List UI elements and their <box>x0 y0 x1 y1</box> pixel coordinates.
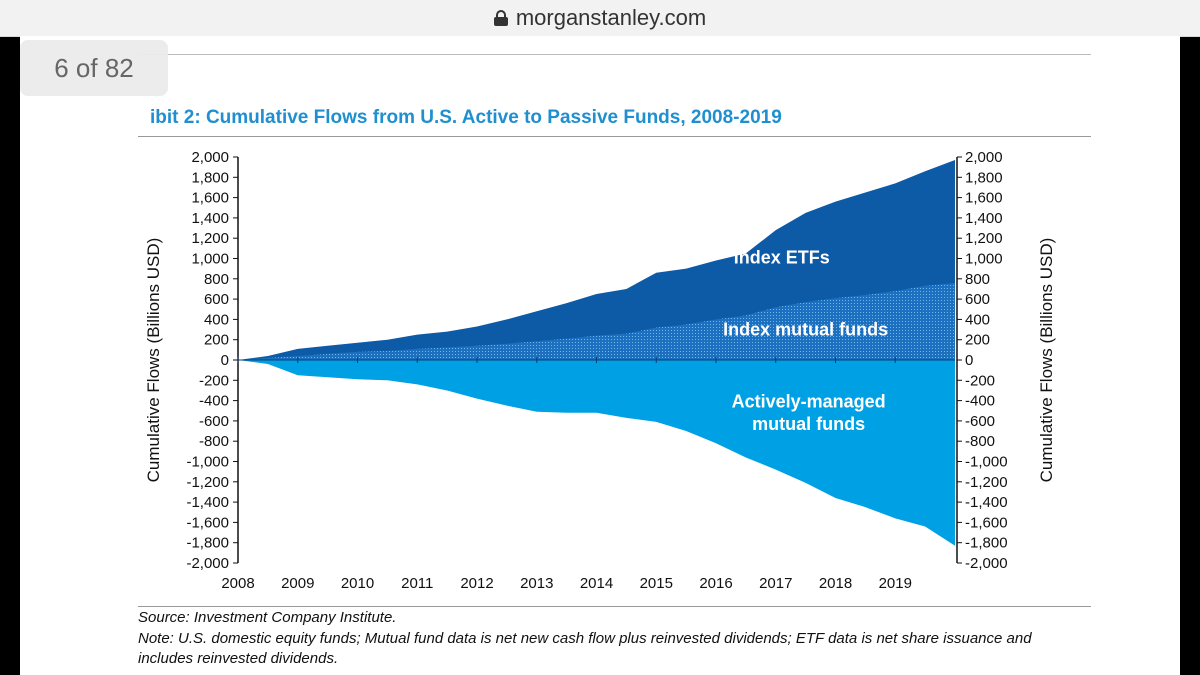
right-y-tick-label: 400 <box>965 311 990 328</box>
x-tick-label: 2015 <box>640 575 673 592</box>
right-y-tick-label: 1,200 <box>965 230 1003 247</box>
x-tick-label: 2019 <box>879 575 912 592</box>
left-y-tick-label: 1,800 <box>191 169 229 186</box>
lock-icon <box>493 10 508 26</box>
x-tick-label: 2010 <box>341 575 374 592</box>
left-y-tick-label: -800 <box>199 433 229 450</box>
left-y-tick-label: -2,000 <box>186 555 229 572</box>
left-y-tick-label: 200 <box>204 332 229 349</box>
document-page: ibit 2: Cumulative Flows from U.S. Activ… <box>20 36 1180 675</box>
source-rule <box>138 606 1091 607</box>
area-chart: 2,000 2,000 1,800 1,800 1,600 1,600 1,400 1,400… <box>144 149 1056 592</box>
left-y-axis-title: Cumulative Flows (Billions USD) <box>144 238 163 483</box>
right-y-tick-label: 200 <box>965 332 990 349</box>
left-y-tick-label: -200 <box>199 372 229 389</box>
x-tick-label: 2018 <box>819 575 852 592</box>
x-tick-label: 2008 <box>221 575 254 592</box>
note-text: Note: U.S. domestic equity funds; Mutual… <box>138 630 1032 667</box>
x-tick-label: 2009 <box>281 575 314 592</box>
left-y-tick-label: 2,000 <box>191 149 229 166</box>
right-y-tick-label: -1,000 <box>965 454 1008 471</box>
right-y-tick-label: -2,000 <box>965 555 1008 572</box>
url-display[interactable]: morganstanley.com <box>493 5 707 31</box>
actively-managed-label-line2: mutual funds <box>752 414 865 434</box>
right-y-tick-label: 1,400 <box>965 210 1003 227</box>
right-y-tick-label: 0 <box>965 352 973 369</box>
header-rule <box>138 54 1091 55</box>
right-y-tick-label: 800 <box>965 271 990 288</box>
source-text: Source: Investment Company Institute. <box>138 609 397 626</box>
left-y-tick-label: -1,800 <box>186 535 229 552</box>
left-y-tick-label: 1,600 <box>191 190 229 207</box>
right-y-tick-label: 1,600 <box>965 190 1003 207</box>
left-y-tick-label: 1,200 <box>191 230 229 247</box>
right-y-tick-label: -1,600 <box>965 514 1008 531</box>
right-y-tick-label: -800 <box>965 433 995 450</box>
left-y-tick-label: -600 <box>199 413 229 430</box>
right-y-axis-title: Cumulative Flows (Billions USD) <box>1037 238 1056 483</box>
left-y-tick-label: -1,400 <box>186 494 229 511</box>
left-y-tick-label: -1,200 <box>186 474 229 491</box>
index-etfs-label: Index ETFs <box>734 248 830 268</box>
right-y-tick-label: -200 <box>965 372 995 389</box>
x-tick-label: 2011 <box>401 575 433 592</box>
right-y-tick-label: 2,000 <box>965 149 1003 166</box>
index-mutual-funds-label: Index mutual funds <box>723 320 888 340</box>
left-y-tick-label: 1,400 <box>191 210 229 227</box>
x-tick-label: 2013 <box>520 575 553 592</box>
x-tick-label: 2012 <box>460 575 493 592</box>
right-y-tick-label: -1,200 <box>965 474 1008 491</box>
left-y-tick-label: -1,000 <box>186 454 229 471</box>
right-y-tick-label: -1,400 <box>965 494 1008 511</box>
right-y-tick-label: -600 <box>965 413 995 430</box>
right-y-tick-label: -400 <box>965 393 995 410</box>
page-indicator: 6 of 82 <box>20 40 168 96</box>
left-y-tick-label: -400 <box>199 393 229 410</box>
right-y-tick-label: 1,800 <box>965 169 1003 186</box>
right-y-tick-label: 600 <box>965 291 990 308</box>
left-y-tick-label: 1,000 <box>191 251 229 268</box>
x-tick-label: 2014 <box>580 575 613 592</box>
left-y-tick-label: 400 <box>204 311 229 328</box>
left-y-tick-label: -1,600 <box>186 514 229 531</box>
right-y-tick-label: 1,000 <box>965 251 1003 268</box>
url-text: morganstanley.com <box>515 5 707 30</box>
right-y-tick-label: -1,800 <box>965 535 1008 552</box>
title-rule <box>138 136 1091 137</box>
left-y-tick-label: 600 <box>204 291 229 308</box>
left-y-tick-label: 0 <box>221 352 229 369</box>
series-index-mutual-funds-area <box>238 282 955 360</box>
actively-managed-label-line1: Actively-managed <box>732 392 886 412</box>
browser-address-bar[interactable]: morganstanley.com <box>0 0 1200 37</box>
left-y-tick-label: 800 <box>204 271 229 288</box>
series-actively-managed-area <box>238 360 955 546</box>
x-tick-label: 2017 <box>759 575 792 592</box>
chart-title: ibit 2: Cumulative Flows from U.S. Activ… <box>150 107 782 128</box>
x-tick-label: 2016 <box>699 575 732 592</box>
